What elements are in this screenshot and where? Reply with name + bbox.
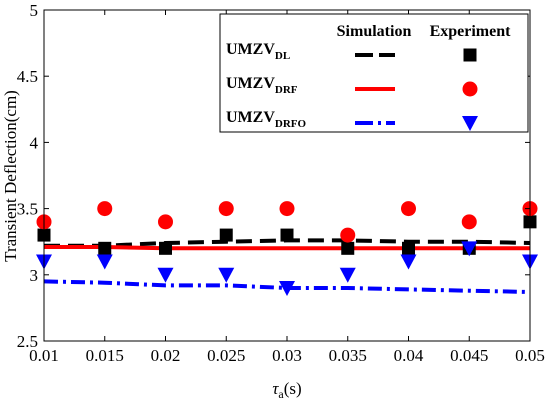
- point-dl: [341, 241, 355, 255]
- legend-label-main: UMZV: [226, 41, 275, 58]
- point-drfo: [339, 267, 356, 283]
- x-tick-label: 0.025: [207, 346, 245, 365]
- point-dl: [280, 228, 294, 242]
- point-drf: [340, 227, 356, 243]
- point-drf: [158, 214, 173, 230]
- y-axis-ticks: 2.5 3 3.5 4 4.5 5: [17, 1, 530, 351]
- point-drf: [218, 201, 234, 217]
- legend-header-simulation: Simulation: [337, 23, 412, 40]
- x-tick-label: 0.05: [515, 346, 545, 365]
- x-axis-label: τa(s): [272, 379, 301, 401]
- x-tick-label: 0.04: [394, 346, 424, 365]
- y-tick-label: 5: [30, 1, 39, 20]
- point-drf: [461, 214, 477, 230]
- point-drfo: [218, 267, 235, 283]
- legend-label-sub: DRF: [275, 84, 298, 96]
- legend-label-main: UMZV: [226, 109, 275, 126]
- y-axis-label: Transient Deflection(cm): [1, 90, 20, 262]
- point-dl: [402, 241, 415, 255]
- point-dl: [98, 241, 112, 255]
- point-drfo: [461, 241, 478, 257]
- legend: Simulation Experiment UMZVDLUMZVDRFUMZVD…: [219, 13, 529, 133]
- point-drf: [401, 201, 416, 217]
- x-tick-label: 0.01: [29, 346, 59, 365]
- legend-label-sub: DRFO: [275, 118, 307, 130]
- point-dl: [219, 228, 233, 242]
- x-axis-label-main: τ: [272, 379, 279, 398]
- legend-marker-drfo: [462, 116, 478, 131]
- x-tick-label: 0.015: [86, 346, 124, 365]
- point-dl: [159, 241, 172, 255]
- x-axis-label-sub: a: [278, 387, 284, 401]
- point-drfo: [279, 281, 295, 297]
- y-tick-label: 3.5: [17, 200, 38, 219]
- legend-label-drfo: UMZVDRFO: [226, 109, 306, 130]
- point-drf: [97, 201, 113, 217]
- point-drfo: [96, 254, 113, 270]
- point-drf: [279, 201, 295, 217]
- legend-label-main: UMZV: [226, 75, 275, 92]
- y-tick-label: 4.5: [17, 67, 38, 86]
- point-drfo: [400, 254, 417, 270]
- legend-label-drf: UMZVDRF: [226, 75, 298, 96]
- x-tick-label: 0.03: [272, 346, 302, 365]
- legend-label-sub: DL: [275, 50, 290, 62]
- y-tick-label: 2.5: [17, 332, 38, 351]
- y-tick-label: 3: [30, 266, 39, 285]
- x-tick-label: 0.02: [151, 346, 181, 365]
- legend-box: [219, 13, 529, 133]
- point-drfo: [157, 267, 174, 283]
- x-tick-label: 0.045: [450, 346, 488, 365]
- legend-marker-dl: [463, 48, 477, 62]
- x-axis-ticks: 0.01 0.015 0.02 0.025 0.03 0.035 0.04 0.045 0.05: [29, 10, 545, 365]
- legend-header-experiment: Experiment: [430, 23, 512, 40]
- series-line-drf: [44, 245, 530, 251]
- x-axis-label-suffix: (s): [284, 379, 302, 398]
- legend-marker-drf: [462, 81, 478, 97]
- series-markers: [36, 201, 538, 297]
- legend-label-dl: UMZVDL: [226, 41, 290, 62]
- y-tick-label: 4: [30, 133, 39, 152]
- x-tick-label: 0.035: [329, 346, 367, 365]
